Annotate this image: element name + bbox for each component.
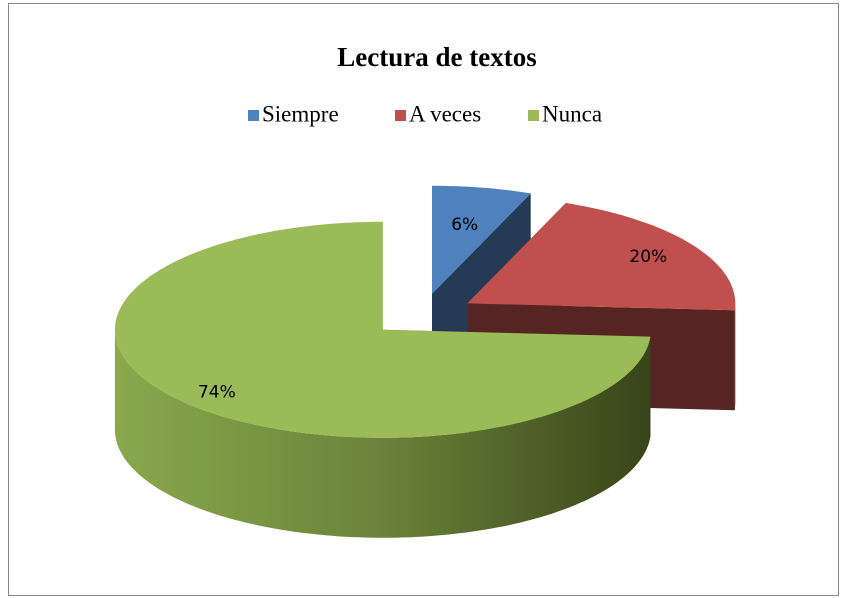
slice-side bbox=[734, 303, 736, 411]
chart-title: Lectura de textos bbox=[337, 42, 536, 72]
legend-label: Nunca bbox=[542, 101, 602, 126]
slice bbox=[467, 203, 736, 311]
legend-swatch bbox=[528, 110, 539, 121]
slice bbox=[114, 221, 651, 438]
slice bbox=[432, 185, 531, 294]
legend-label: A veces bbox=[409, 101, 481, 126]
data-label: 6% bbox=[451, 215, 478, 235]
data-label: 74% bbox=[198, 383, 236, 403]
legend-swatch bbox=[248, 110, 259, 121]
legend-label: Siempre bbox=[262, 101, 339, 126]
slice-side bbox=[114, 329, 651, 538]
legend-swatch bbox=[395, 110, 406, 121]
data-label: 20% bbox=[629, 247, 667, 267]
